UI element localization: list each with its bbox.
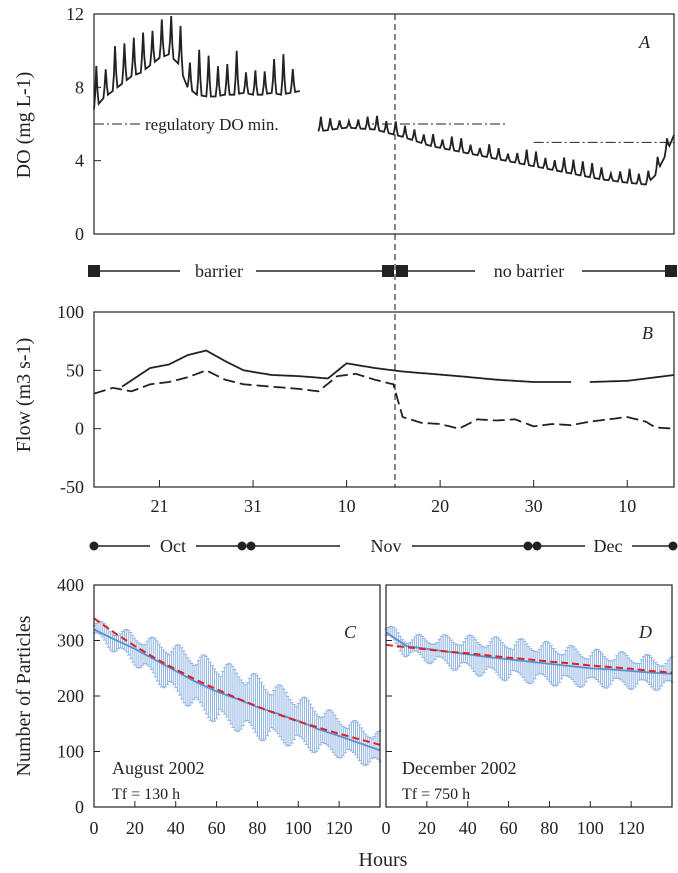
- month-nov-label: Nov: [371, 536, 402, 556]
- date-tick-label: 31: [244, 496, 262, 516]
- c-ytick-label: 300: [57, 631, 84, 651]
- panel-b: Flow (m3 s-1) -50 0 50 100 B 21 31 10 20 30 10: [13, 302, 675, 516]
- month-dot-nov-start: [246, 541, 256, 551]
- panel-a-ytick-label: 12: [66, 4, 84, 24]
- panel-d: D December 2002 Tf = 750 h 0 20 40 60 80 100 1…: [382, 584, 674, 838]
- panel-a-ytick-label: 8: [75, 77, 84, 97]
- panel-d-frame: [385, 584, 673, 808]
- panel-a-frame: [93, 13, 675, 235]
- c-xtick-label: 120: [326, 818, 353, 838]
- flow-series-solid: [121, 349, 572, 388]
- c-ytick-label: 100: [57, 742, 84, 762]
- panel-c-label: C: [344, 622, 357, 642]
- barrier-marker-start: [88, 265, 100, 277]
- c-ytick-label: 200: [57, 686, 84, 706]
- no-barrier-label: no barrier: [494, 261, 564, 281]
- panel-b-ylabel: Flow (m3 s-1): [13, 338, 35, 452]
- panel-a-ylabel: DO (mg L-1): [13, 72, 35, 179]
- panel-c-title: August 2002: [112, 758, 205, 778]
- barrier-bar: barrier no barrier: [88, 261, 677, 281]
- month-oct-label: Oct: [160, 536, 186, 556]
- c-ytick-label: 0: [75, 797, 84, 817]
- c-fit-line: [93, 617, 381, 746]
- panel-b-ytick-label: 100: [57, 302, 84, 322]
- c-xtick-label: 40: [167, 818, 185, 838]
- panel-a-ytick-label: 4: [75, 151, 84, 171]
- hours-xlabel: Hours: [359, 849, 408, 871]
- date-tick-label: 10: [618, 496, 636, 516]
- regulatory-do-annotation: regulatory DO min.: [145, 115, 279, 134]
- panel-b-label: B: [642, 323, 653, 343]
- date-tick-label: 20: [431, 496, 449, 516]
- c-xtick-label: 80: [248, 818, 266, 838]
- panel-a: DO (mg L-1) 0 4 8 12 A regulatory DO min.: [13, 4, 675, 244]
- panel-b-ytick-label: 50: [66, 360, 84, 380]
- month-dot-oct-end: [237, 541, 247, 551]
- flow-series-dashed: [93, 369, 675, 430]
- panel-b-ytick-label: 0: [75, 419, 84, 439]
- d-xtick-label: 60: [500, 818, 518, 838]
- annotation-background: [140, 113, 372, 137]
- month-dot-dec-start: [532, 541, 542, 551]
- c-xtick-label: 60: [208, 818, 226, 838]
- date-tick-label: 10: [338, 496, 356, 516]
- month-dec-label: Dec: [594, 536, 623, 556]
- panel-b-ytick-label: -50: [60, 477, 84, 497]
- c-ytick-label: 400: [57, 575, 84, 595]
- d-xtick-label: 100: [577, 818, 604, 838]
- date-tick-label: 21: [150, 496, 168, 516]
- panel-d-tf: Tf = 750 h: [402, 786, 470, 803]
- panel-b-frame: [93, 311, 675, 488]
- date-tick-label: 30: [525, 496, 543, 516]
- d-xtick-label: 20: [418, 818, 436, 838]
- d-xtick-label: 120: [618, 818, 645, 838]
- d-xtick-label: 80: [540, 818, 558, 838]
- month-dot-nov-end: [523, 541, 533, 551]
- c-mean-line: [93, 628, 381, 752]
- barrier-label: barrier: [195, 261, 243, 281]
- panel-d-label: D: [638, 622, 652, 642]
- panel-c-tf: Tf = 130 h: [112, 786, 180, 803]
- d-xtick-label: 0: [382, 818, 391, 838]
- panel-a-ytick-label: 0: [75, 224, 84, 244]
- c-xtick-label: 0: [90, 818, 99, 838]
- month-dot-dec-end: [668, 541, 678, 551]
- barrier-marker-end: [382, 265, 394, 277]
- month-dot-oct-start: [89, 541, 99, 551]
- panel-c-ylabel: Number of Particles: [13, 615, 35, 776]
- flow-series-solid: [589, 374, 675, 383]
- c-xtick-label: 100: [285, 818, 312, 838]
- c-xtick-label: 20: [126, 818, 144, 838]
- do-series-no-barrier: [317, 115, 675, 186]
- d-fit-line: [385, 643, 673, 674]
- panel-d-title: December 2002: [402, 758, 516, 778]
- panel-c-frame: [93, 584, 381, 808]
- month-bar: Oct Nov Dec: [89, 536, 678, 556]
- panel-a-label: A: [638, 32, 651, 52]
- do-series-barrier: [93, 15, 300, 110]
- d-xtick-label: 40: [459, 818, 477, 838]
- no-barrier-marker-end: [665, 265, 677, 277]
